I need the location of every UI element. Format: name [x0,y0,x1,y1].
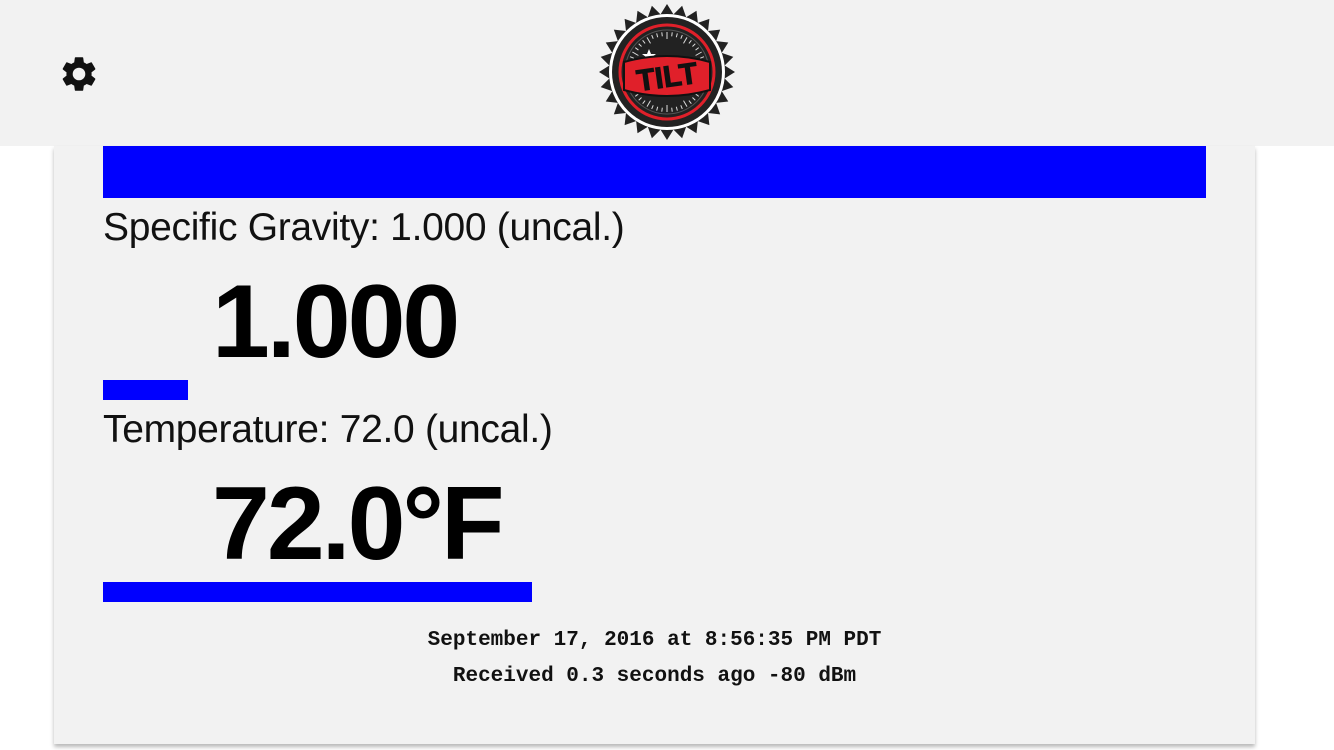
temperature-bar [103,582,1206,602]
timestamp: September 17, 2016 at 8:56:35 PM PDT [427,629,882,652]
tilt-reading-card: Specific Gravity: 1.000 (uncal.) 1.000 T… [54,146,1255,744]
specific-gravity-value: 1.000 [212,264,460,380]
temperature-value: 72.0°F [212,466,505,582]
gear-icon[interactable] [58,53,100,95]
specific-gravity-bar [103,380,1206,400]
tilt-logo: TILT [599,4,735,140]
logo-text: TILT [635,57,700,98]
tilt-color-bar [103,146,1206,198]
received-status: Received 0.3 seconds ago -80 dBm [452,665,857,688]
top-bar: TILT [0,0,1334,146]
specific-gravity-label: Specific Gravity: 1.000 (uncal.) [103,206,625,249]
temperature-bar-fill [103,582,533,602]
temperature-label: Temperature: 72.0 (uncal.) [103,408,553,451]
specific-gravity-bar-fill [103,380,188,400]
